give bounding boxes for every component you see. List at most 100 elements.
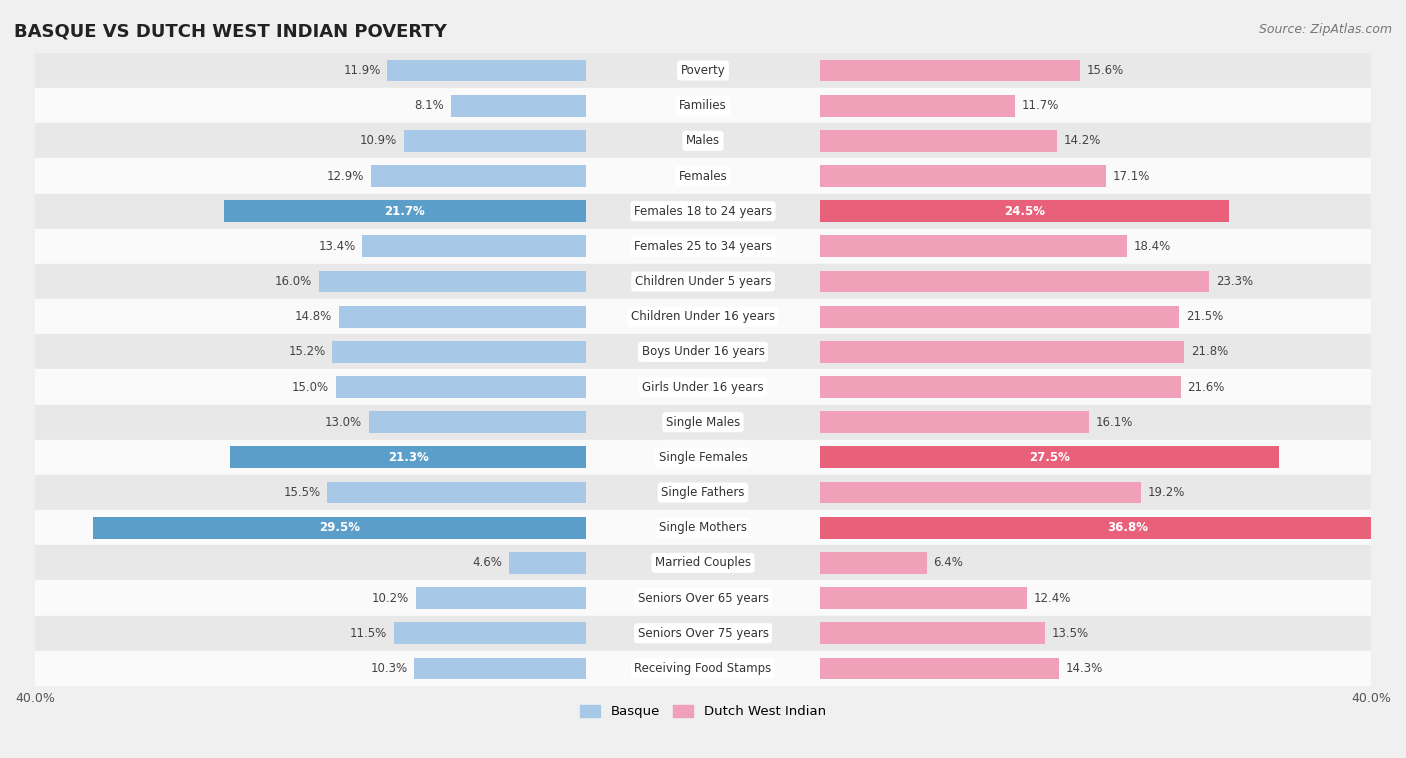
Bar bbox=[336, 376, 586, 398]
Bar bbox=[35, 581, 1371, 615]
Text: 10.3%: 10.3% bbox=[370, 662, 408, 675]
Text: 16.1%: 16.1% bbox=[1095, 415, 1133, 429]
Bar bbox=[35, 510, 1371, 545]
Text: 15.6%: 15.6% bbox=[1087, 64, 1125, 77]
Text: Single Mothers: Single Mothers bbox=[659, 522, 747, 534]
Bar bbox=[35, 53, 1371, 88]
Bar bbox=[363, 236, 586, 257]
Text: 11.9%: 11.9% bbox=[343, 64, 381, 77]
Bar bbox=[820, 481, 1140, 503]
Text: Females 25 to 34 years: Females 25 to 34 years bbox=[634, 240, 772, 253]
Bar bbox=[820, 165, 1105, 187]
Bar bbox=[332, 341, 586, 363]
Text: 16.0%: 16.0% bbox=[276, 275, 312, 288]
Bar bbox=[35, 475, 1371, 510]
Bar bbox=[35, 158, 1371, 193]
Text: 21.5%: 21.5% bbox=[1185, 310, 1223, 323]
Bar bbox=[451, 95, 586, 117]
Bar bbox=[35, 334, 1371, 369]
Text: 6.4%: 6.4% bbox=[934, 556, 963, 569]
Bar bbox=[820, 622, 1046, 644]
Text: 24.5%: 24.5% bbox=[1004, 205, 1045, 218]
Text: Children Under 16 years: Children Under 16 years bbox=[631, 310, 775, 323]
Bar bbox=[231, 446, 586, 468]
Bar bbox=[820, 657, 1059, 679]
Bar bbox=[35, 440, 1371, 475]
Bar bbox=[371, 165, 586, 187]
Text: 17.1%: 17.1% bbox=[1112, 170, 1150, 183]
Bar bbox=[93, 517, 586, 539]
Bar bbox=[820, 341, 1184, 363]
Text: 21.6%: 21.6% bbox=[1187, 381, 1225, 393]
Bar bbox=[404, 130, 586, 152]
Bar bbox=[328, 481, 586, 503]
Bar bbox=[820, 517, 1406, 539]
Bar bbox=[416, 587, 586, 609]
Text: Females 18 to 24 years: Females 18 to 24 years bbox=[634, 205, 772, 218]
Bar bbox=[820, 130, 1057, 152]
Text: 10.9%: 10.9% bbox=[360, 134, 398, 147]
Text: 14.3%: 14.3% bbox=[1066, 662, 1102, 675]
Bar bbox=[35, 88, 1371, 124]
Text: 11.7%: 11.7% bbox=[1022, 99, 1059, 112]
Bar bbox=[35, 369, 1371, 405]
Text: Poverty: Poverty bbox=[681, 64, 725, 77]
Text: 8.1%: 8.1% bbox=[415, 99, 444, 112]
Bar bbox=[820, 200, 1229, 222]
Text: Families: Families bbox=[679, 99, 727, 112]
Bar bbox=[35, 651, 1371, 686]
Text: 15.2%: 15.2% bbox=[288, 346, 326, 359]
Bar bbox=[820, 60, 1080, 81]
Text: Married Couples: Married Couples bbox=[655, 556, 751, 569]
Text: 12.4%: 12.4% bbox=[1033, 591, 1071, 605]
Text: Source: ZipAtlas.com: Source: ZipAtlas.com bbox=[1258, 23, 1392, 36]
Bar bbox=[35, 405, 1371, 440]
Bar bbox=[35, 124, 1371, 158]
Legend: Basque, Dutch West Indian: Basque, Dutch West Indian bbox=[575, 700, 831, 724]
Bar bbox=[820, 587, 1026, 609]
Bar bbox=[820, 376, 1181, 398]
Text: 18.4%: 18.4% bbox=[1133, 240, 1171, 253]
Text: 13.0%: 13.0% bbox=[325, 415, 363, 429]
Bar bbox=[368, 412, 586, 433]
Text: BASQUE VS DUTCH WEST INDIAN POVERTY: BASQUE VS DUTCH WEST INDIAN POVERTY bbox=[14, 23, 447, 41]
Text: Girls Under 16 years: Girls Under 16 years bbox=[643, 381, 763, 393]
Bar bbox=[394, 622, 586, 644]
Bar bbox=[820, 95, 1015, 117]
Text: 10.2%: 10.2% bbox=[371, 591, 409, 605]
Bar bbox=[339, 305, 586, 327]
Bar bbox=[820, 412, 1088, 433]
Text: 19.2%: 19.2% bbox=[1147, 486, 1185, 499]
Bar bbox=[820, 271, 1209, 293]
Bar bbox=[820, 552, 927, 574]
Bar bbox=[35, 299, 1371, 334]
Bar bbox=[820, 236, 1128, 257]
Text: Receiving Food Stamps: Receiving Food Stamps bbox=[634, 662, 772, 675]
Bar bbox=[224, 200, 586, 222]
Text: Single Females: Single Females bbox=[658, 451, 748, 464]
Text: Females: Females bbox=[679, 170, 727, 183]
Text: 15.5%: 15.5% bbox=[284, 486, 321, 499]
Text: Seniors Over 75 years: Seniors Over 75 years bbox=[637, 627, 769, 640]
Bar bbox=[35, 229, 1371, 264]
Text: 14.2%: 14.2% bbox=[1064, 134, 1101, 147]
Bar bbox=[509, 552, 586, 574]
Text: Seniors Over 65 years: Seniors Over 65 years bbox=[637, 591, 769, 605]
Text: 11.5%: 11.5% bbox=[350, 627, 387, 640]
Bar bbox=[820, 305, 1180, 327]
Bar bbox=[820, 446, 1279, 468]
Text: 23.3%: 23.3% bbox=[1216, 275, 1253, 288]
Text: 29.5%: 29.5% bbox=[319, 522, 360, 534]
Text: Males: Males bbox=[686, 134, 720, 147]
Text: 21.7%: 21.7% bbox=[384, 205, 425, 218]
Bar bbox=[35, 615, 1371, 651]
Bar bbox=[413, 657, 586, 679]
Text: Boys Under 16 years: Boys Under 16 years bbox=[641, 346, 765, 359]
Text: 14.8%: 14.8% bbox=[295, 310, 332, 323]
Text: Single Males: Single Males bbox=[666, 415, 740, 429]
Bar bbox=[319, 271, 586, 293]
Bar bbox=[387, 60, 586, 81]
Text: Single Fathers: Single Fathers bbox=[661, 486, 745, 499]
Bar bbox=[35, 193, 1371, 229]
Bar bbox=[35, 264, 1371, 299]
